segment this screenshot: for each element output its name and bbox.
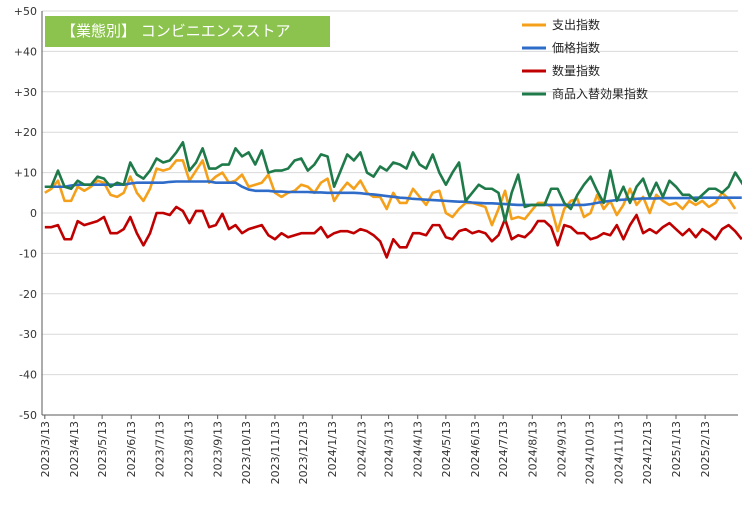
x-tick-label: 2023/3/13 — [39, 421, 52, 477]
x-tick-label: 2024/9/13 — [555, 421, 568, 477]
y-tick-label: -50 — [19, 409, 37, 422]
x-tick-label: 2025/2/13 — [699, 421, 712, 477]
x-tick-label: 2024/6/13 — [469, 421, 482, 477]
x-tick-label: 2024/12/13 — [641, 421, 654, 484]
x-tick-label: 2023/12/13 — [297, 421, 310, 484]
x-tick-label: 2024/7/13 — [497, 421, 510, 477]
x-tick-label: 2024/3/13 — [383, 421, 396, 477]
y-tick-label: 0 — [30, 207, 37, 220]
x-tick-label: 2023/7/13 — [153, 421, 166, 477]
x-axis-ticks: 2023/3/13 2023/4/13 2023/5/13 2023/6/13 2023… — [39, 415, 712, 484]
y-tick-label: +30 — [14, 86, 37, 99]
chart-title: 【業態別】 コンビニエンスストア — [45, 16, 330, 47]
x-tick-label: 2023/11/13 — [269, 421, 282, 484]
x-tick-label: 2023/4/13 — [68, 421, 81, 477]
grid — [41, 10, 738, 416]
series-lines — [44, 141, 742, 259]
x-tick-label: 2024/2/13 — [355, 421, 368, 477]
y-tick-label: -30 — [19, 328, 37, 341]
legend-label: 価格指数 — [552, 40, 600, 55]
y-tick-label: -10 — [19, 247, 37, 260]
x-tick-label: 2024/11/13 — [613, 421, 626, 484]
y-tick-label: -20 — [19, 288, 37, 301]
series-line-0 — [44, 159, 737, 233]
x-tick-label: 2023/9/13 — [212, 421, 225, 477]
x-tick-label: 2024/1/13 — [326, 421, 339, 477]
x-tick-label: 2024/10/13 — [584, 421, 597, 484]
y-tick-label: +50 — [14, 5, 37, 18]
legend-label: 商品入替効果指数 — [552, 86, 648, 101]
y-tick-label: +20 — [14, 126, 37, 139]
x-tick-label: 2024/5/13 — [440, 421, 453, 477]
x-tick-label: 2024/4/13 — [412, 421, 425, 477]
series-line-2 — [44, 205, 742, 259]
x-tick-label: 2024/8/13 — [526, 421, 539, 477]
y-tick-label: -40 — [19, 369, 37, 382]
x-tick-label: 2025/1/13 — [670, 421, 683, 477]
x-tick-label: 2023/10/13 — [240, 421, 253, 484]
x-tick-label: 2023/5/13 — [96, 421, 109, 477]
series-line-1 — [44, 180, 742, 207]
legend-label: 数量指数 — [552, 63, 600, 78]
x-tick-label: 2023/8/13 — [183, 421, 196, 477]
y-axis-ticks: +50 +40 +30 +20 +10 0 -10 -20 -30 -40 -50 — [14, 5, 37, 422]
y-tick-label: +40 — [14, 45, 37, 58]
x-tick-label: 2023/6/13 — [125, 421, 138, 477]
y-tick-label: +10 — [14, 167, 37, 180]
series-line-3 — [44, 141, 742, 223]
legend-label: 支出指数 — [552, 17, 600, 32]
